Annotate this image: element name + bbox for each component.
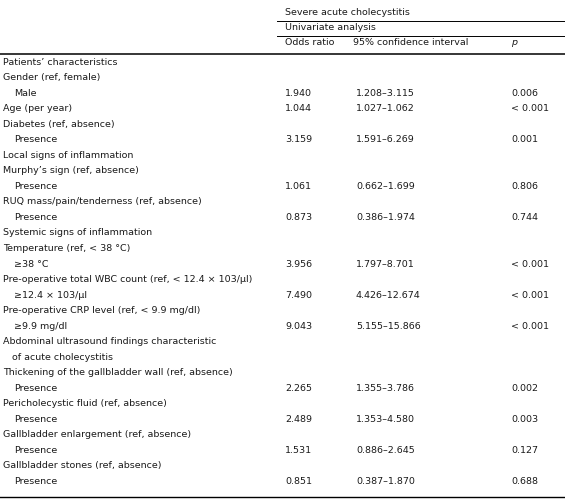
Text: 7.490: 7.490 <box>285 291 312 300</box>
Text: 0.851: 0.851 <box>285 477 312 486</box>
Text: 0.873: 0.873 <box>285 213 312 222</box>
Text: 1.531: 1.531 <box>285 446 312 455</box>
Text: Presence: Presence <box>14 446 58 455</box>
Text: Univariate analysis: Univariate analysis <box>285 23 376 32</box>
Text: 1.940: 1.940 <box>285 89 312 98</box>
Text: Odds ratio: Odds ratio <box>285 38 334 47</box>
Text: 0.001: 0.001 <box>511 135 538 144</box>
Text: 0.662–1.699: 0.662–1.699 <box>356 182 415 191</box>
Text: ≥12.4 × 103/μl: ≥12.4 × 103/μl <box>14 291 87 300</box>
Text: Presence: Presence <box>14 477 58 486</box>
Text: ≥38 °C: ≥38 °C <box>14 260 49 269</box>
Text: Pre-operative CRP level (ref, < 9.9 mg/dl): Pre-operative CRP level (ref, < 9.9 mg/d… <box>3 306 200 315</box>
Text: < 0.001: < 0.001 <box>511 260 549 269</box>
Text: 0.688: 0.688 <box>511 477 538 486</box>
Text: RUQ mass/pain/tenderness (ref, absence): RUQ mass/pain/tenderness (ref, absence) <box>3 197 202 206</box>
Text: p: p <box>511 38 518 47</box>
Text: 2.489: 2.489 <box>285 415 312 424</box>
Text: 0.003: 0.003 <box>511 415 538 424</box>
Text: Abdominal ultrasound findings characteristic: Abdominal ultrasound findings characteri… <box>3 337 216 346</box>
Text: Pre-operative total WBC count (ref, < 12.4 × 103/μl): Pre-operative total WBC count (ref, < 12… <box>3 275 252 284</box>
Text: 0.006: 0.006 <box>511 89 538 98</box>
Text: 1.044: 1.044 <box>285 104 312 113</box>
Text: < 0.001: < 0.001 <box>511 104 549 113</box>
Text: 0.886–2.645: 0.886–2.645 <box>356 446 415 455</box>
Text: Patients’ characteristics: Patients’ characteristics <box>3 58 118 67</box>
Text: Murphy’s sign (ref, absence): Murphy’s sign (ref, absence) <box>3 166 138 175</box>
Text: Male: Male <box>14 89 37 98</box>
Text: Pericholecystic fluid (ref, absence): Pericholecystic fluid (ref, absence) <box>3 399 167 408</box>
Text: Gender (ref, female): Gender (ref, female) <box>3 73 100 82</box>
Text: ≥9.9 mg/dl: ≥9.9 mg/dl <box>14 322 67 331</box>
Text: 2.265: 2.265 <box>285 384 312 393</box>
Text: Local signs of inflammation: Local signs of inflammation <box>3 151 133 160</box>
Text: 1.591–6.269: 1.591–6.269 <box>356 135 415 144</box>
Text: 1.027–1.062: 1.027–1.062 <box>356 104 415 113</box>
Text: Diabetes (ref, absence): Diabetes (ref, absence) <box>3 120 115 129</box>
Text: 0.744: 0.744 <box>511 213 538 222</box>
Text: Systemic signs of inflammation: Systemic signs of inflammation <box>3 228 152 237</box>
Text: 3.956: 3.956 <box>285 260 312 269</box>
Text: Gallbladder enlargement (ref, absence): Gallbladder enlargement (ref, absence) <box>3 430 191 439</box>
Text: Temperature (ref, < 38 °C): Temperature (ref, < 38 °C) <box>3 244 130 253</box>
Text: 0.002: 0.002 <box>511 384 538 393</box>
Text: 3.159: 3.159 <box>285 135 312 144</box>
Text: 95% confidence interval: 95% confidence interval <box>353 38 468 47</box>
Text: 0.387–1.870: 0.387–1.870 <box>356 477 415 486</box>
Text: Severe acute cholecystitis: Severe acute cholecystitis <box>285 8 410 17</box>
Text: 1.208–3.115: 1.208–3.115 <box>356 89 415 98</box>
Text: 0.386–1.974: 0.386–1.974 <box>356 213 415 222</box>
Text: < 0.001: < 0.001 <box>511 322 549 331</box>
Text: 0.806: 0.806 <box>511 182 538 191</box>
Text: Thickening of the gallbladder wall (ref, absence): Thickening of the gallbladder wall (ref,… <box>3 368 233 377</box>
Text: 0.127: 0.127 <box>511 446 538 455</box>
Text: 1.061: 1.061 <box>285 182 312 191</box>
Text: of acute cholecystitis: of acute cholecystitis <box>3 353 113 362</box>
Text: Age (per year): Age (per year) <box>3 104 72 113</box>
Text: < 0.001: < 0.001 <box>511 291 549 300</box>
Text: 9.043: 9.043 <box>285 322 312 331</box>
Text: Presence: Presence <box>14 415 58 424</box>
Text: Gallbladder stones (ref, absence): Gallbladder stones (ref, absence) <box>3 461 162 470</box>
Text: 1.353–4.580: 1.353–4.580 <box>356 415 415 424</box>
Text: Presence: Presence <box>14 384 58 393</box>
Text: Presence: Presence <box>14 135 58 144</box>
Text: 1.797–8.701: 1.797–8.701 <box>356 260 415 269</box>
Text: 1.355–3.786: 1.355–3.786 <box>356 384 415 393</box>
Text: 5.155–15.866: 5.155–15.866 <box>356 322 421 331</box>
Text: 4.426–12.674: 4.426–12.674 <box>356 291 421 300</box>
Text: Presence: Presence <box>14 182 58 191</box>
Text: Presence: Presence <box>14 213 58 222</box>
